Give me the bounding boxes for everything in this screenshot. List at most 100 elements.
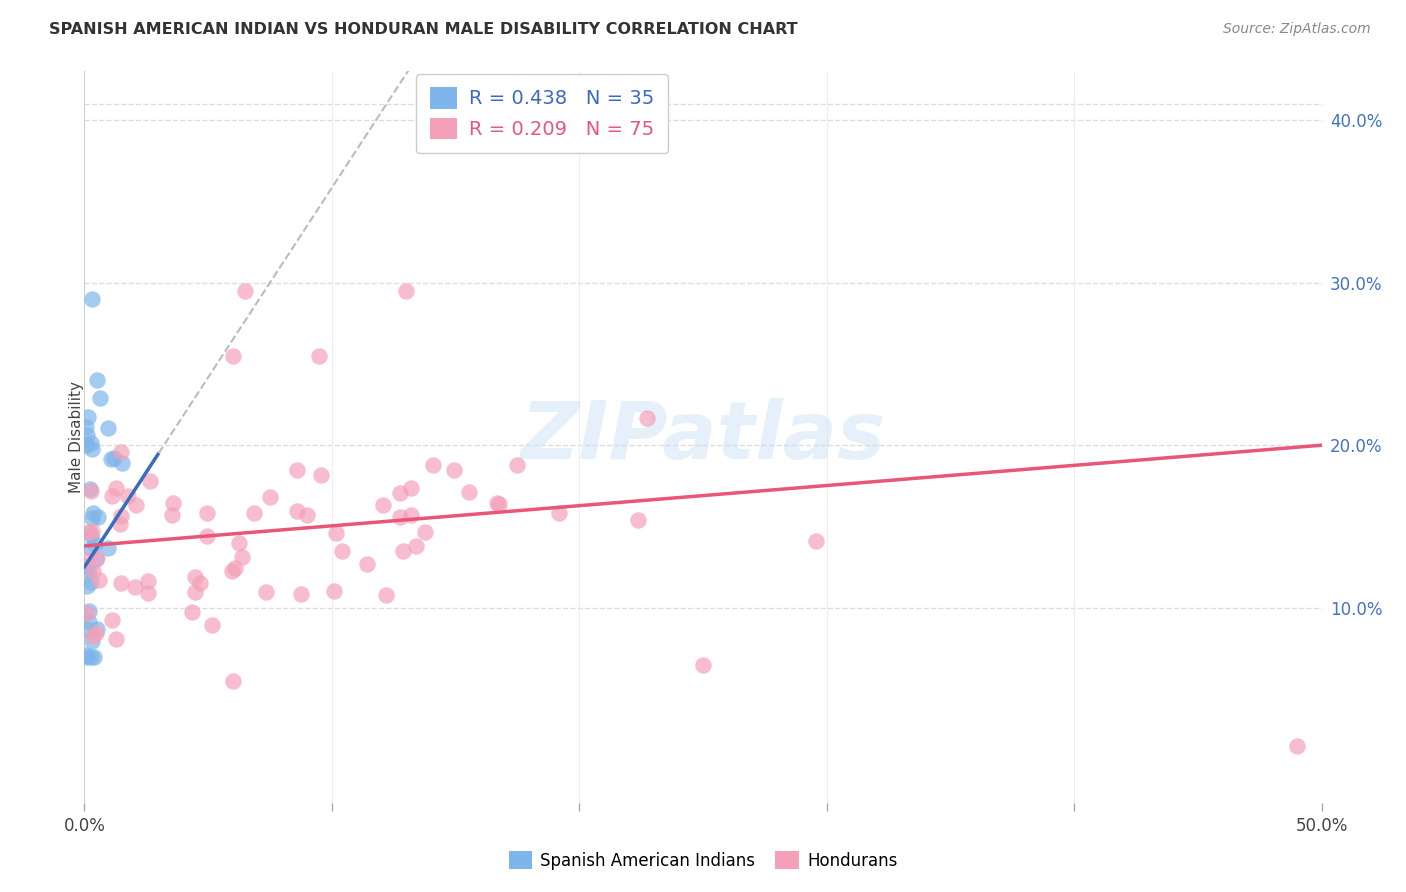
Point — [80, 442, 103, 457]
Point — [83, 649, 105, 664]
Point — [84, 537, 107, 551]
Point — [97, 421, 120, 435]
Point — [82, 511, 104, 525]
Point — [80, 292, 103, 306]
Point — [86, 373, 108, 387]
Point — [290, 586, 312, 600]
Point — [105, 481, 128, 495]
Point — [80, 527, 103, 541]
Point — [375, 588, 398, 602]
Point — [197, 528, 219, 542]
Point — [356, 557, 378, 571]
Point — [124, 580, 146, 594]
Point — [254, 585, 277, 599]
Text: Source: ZipAtlas.com: Source: ZipAtlas.com — [1223, 22, 1371, 37]
Point — [76, 409, 98, 424]
Point — [110, 576, 132, 591]
Point — [371, 498, 394, 512]
Point — [100, 451, 122, 466]
Text: ZIPatlas: ZIPatlas — [520, 398, 886, 476]
Point — [231, 549, 253, 564]
Point — [1285, 739, 1308, 753]
Point — [325, 525, 347, 540]
Point — [486, 496, 509, 510]
Point — [627, 513, 650, 527]
Point — [125, 498, 148, 512]
Point — [104, 632, 127, 646]
Point — [80, 633, 103, 648]
Point — [259, 491, 281, 505]
Point — [75, 420, 97, 434]
Point — [100, 613, 122, 627]
Legend: R = 0.438   N = 35, R = 0.209   N = 75: R = 0.438 N = 35, R = 0.209 N = 75 — [416, 74, 668, 153]
Point — [548, 506, 571, 520]
Point — [184, 585, 207, 599]
Point — [138, 586, 160, 600]
Point — [76, 606, 98, 620]
Point — [222, 349, 245, 363]
Point — [330, 543, 353, 558]
Point — [139, 475, 162, 489]
Point — [80, 649, 103, 664]
Point — [422, 458, 444, 473]
Point — [86, 622, 108, 636]
Point — [405, 539, 427, 553]
Point — [242, 506, 264, 520]
Point — [388, 485, 411, 500]
Point — [488, 497, 510, 511]
Point — [392, 544, 415, 558]
Point — [76, 649, 98, 664]
Point — [183, 569, 205, 583]
Point — [76, 579, 98, 593]
Point — [75, 622, 97, 636]
Point — [86, 550, 108, 565]
Point — [692, 657, 714, 672]
Point — [79, 482, 101, 496]
Point — [395, 284, 418, 298]
Point — [285, 504, 308, 518]
Point — [76, 558, 98, 573]
Point — [224, 561, 246, 575]
Point — [82, 629, 104, 643]
Point — [80, 484, 103, 499]
Point — [77, 563, 100, 577]
Point — [87, 509, 110, 524]
Point — [82, 506, 104, 520]
Point — [222, 673, 245, 688]
Point — [228, 536, 250, 550]
Point — [388, 509, 411, 524]
Point — [188, 575, 211, 590]
Point — [233, 284, 256, 298]
Point — [287, 463, 309, 477]
Point — [162, 496, 184, 510]
Point — [195, 506, 218, 520]
Point — [84, 625, 107, 640]
Point — [76, 552, 98, 566]
Point — [87, 573, 110, 587]
Point — [458, 485, 481, 500]
Point — [82, 564, 104, 578]
Point — [75, 438, 97, 452]
Point — [443, 463, 465, 477]
Point — [201, 618, 224, 632]
Point — [75, 648, 97, 662]
Point — [80, 541, 103, 555]
Point — [181, 606, 204, 620]
Point — [80, 524, 103, 538]
Point — [77, 604, 100, 618]
Point — [413, 525, 436, 540]
Point — [295, 508, 318, 522]
Point — [101, 489, 124, 503]
Point — [79, 575, 101, 590]
Point — [110, 445, 132, 459]
Text: SPANISH AMERICAN INDIAN VS HONDURAN MALE DISABILITY CORRELATION CHART: SPANISH AMERICAN INDIAN VS HONDURAN MALE… — [49, 22, 797, 37]
Point — [636, 411, 658, 425]
Point — [117, 489, 139, 503]
Point — [308, 349, 330, 363]
Point — [323, 584, 346, 599]
Legend: Spanish American Indians, Hondurans: Spanish American Indians, Hondurans — [502, 845, 904, 877]
Point — [221, 564, 243, 578]
Point — [84, 552, 107, 566]
Point — [80, 436, 103, 450]
Point — [309, 467, 332, 482]
